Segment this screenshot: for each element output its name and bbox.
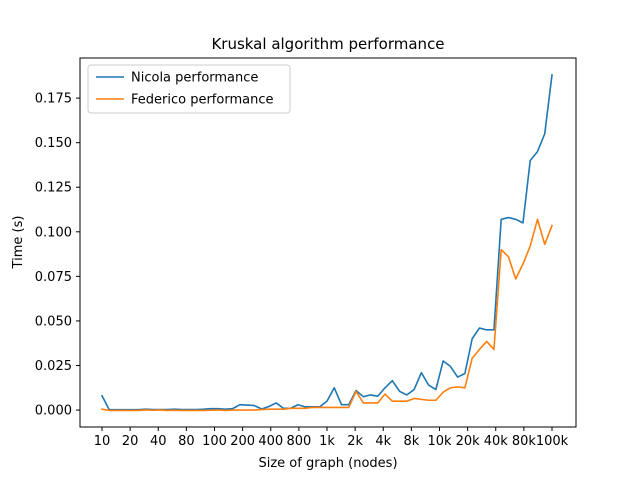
y-tick-label: 0.150 xyxy=(35,136,72,151)
y-axis-label: Time (s) xyxy=(11,216,26,270)
x-tick-label: 40k xyxy=(484,434,509,449)
y-tick-label: 0.100 xyxy=(35,225,72,240)
x-tick-label: 2k xyxy=(347,434,363,449)
x-tick-label: 20 xyxy=(122,434,139,449)
y-tick-label: 0.025 xyxy=(35,359,72,374)
legend-label-2: Federico performance xyxy=(131,93,273,108)
x-tick-label: 400 xyxy=(258,434,283,449)
series-line-2 xyxy=(101,218,554,412)
x-tick-label: 10 xyxy=(94,434,111,449)
axes: 0.000 0.025 0.050 0.075 0.100 0.125 0.150 0.175… xyxy=(35,57,577,449)
x-tick-label: 100 xyxy=(202,434,227,449)
chart-title: Kruskal algorithm performance xyxy=(211,35,444,53)
axes-frame xyxy=(79,57,577,428)
legend-label-1: Nicola performance xyxy=(131,71,258,86)
legend: Nicola performance Federico performance xyxy=(87,64,291,114)
x-tick-label: 4k xyxy=(375,434,391,449)
x-tick-label: 8k xyxy=(403,434,419,449)
y-tick-label: 0.125 xyxy=(35,181,72,196)
y-tick-label: 0.000 xyxy=(35,404,72,419)
plot-area xyxy=(100,74,554,412)
x-tick-label: 20k xyxy=(456,434,481,449)
x-tick-label: 1k xyxy=(319,434,335,449)
x-tick-label: 100k xyxy=(536,434,569,449)
x-tick-label: 10k xyxy=(427,434,452,449)
y-tick-label: 0.075 xyxy=(35,270,72,285)
y-tick-label: 0.175 xyxy=(35,92,72,107)
series-line-1 xyxy=(100,74,553,411)
legend-box xyxy=(87,64,291,114)
x-tick-label: 80 xyxy=(178,434,195,449)
y-tick-label: 0.050 xyxy=(35,314,72,329)
x-tick-label: 800 xyxy=(286,434,311,449)
x-tick-label: 80k xyxy=(512,434,537,449)
x-tick-label: 200 xyxy=(230,434,255,449)
x-tick-label: 40 xyxy=(150,434,167,449)
x-axis-label: Size of graph (nodes) xyxy=(258,456,397,471)
